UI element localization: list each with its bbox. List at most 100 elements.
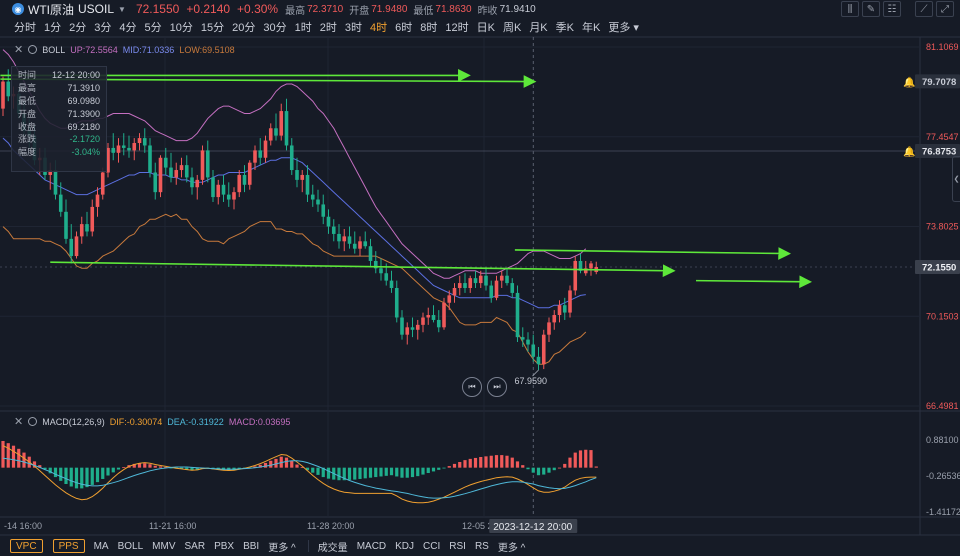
- candle-body: [253, 150, 257, 163]
- macd-bar: [573, 452, 577, 468]
- indicator-chip[interactable]: VPC: [10, 539, 43, 553]
- sub-indicator-item[interactable]: 成交量: [317, 542, 348, 554]
- symbol-name[interactable]: WTI原油: [28, 2, 74, 17]
- period-tab[interactable]: 20分: [232, 22, 256, 34]
- pen-icon[interactable]: ⟋: [915, 1, 933, 17]
- period-tab[interactable]: 3分: [94, 22, 112, 34]
- period-tab[interactable]: 12时: [445, 22, 469, 34]
- macd-bar: [515, 461, 520, 468]
- main-indicator-item[interactable]: 更多 ^: [268, 542, 296, 554]
- candle-body: [562, 305, 567, 313]
- period-tab[interactable]: 季K: [555, 22, 574, 34]
- macd-legend: ✕ MACD(12,26,9) DIF:-0.30074 DEA:-0.3192…: [14, 415, 290, 428]
- main-indicator-item[interactable]: MA: [93, 540, 109, 552]
- macd-bar: [274, 458, 278, 468]
- chart-canvas[interactable]: 67.9590 81.1069 77.4547 73.8025 70.1503 66.49…: [0, 0, 960, 536]
- period-tab[interactable]: 1时: [294, 22, 312, 34]
- sub-indicator-item[interactable]: RSI: [449, 540, 466, 552]
- tooltip-key: 涨跌: [18, 134, 37, 145]
- symbol-dropdown-icon[interactable]: ▼: [118, 4, 126, 14]
- candle-style-icon[interactable]: ⫼: [841, 1, 859, 17]
- main-indicator-item[interactable]: SAR: [184, 540, 206, 552]
- macd-settings-icon[interactable]: [28, 417, 38, 426]
- period-tab[interactable]: 6时: [395, 22, 413, 34]
- price-axis-tick: 73.8025: [926, 222, 959, 232]
- main-indicator-item[interactable]: BOLL: [117, 540, 144, 552]
- macd-bar: [132, 463, 136, 468]
- sub-indicator-item[interactable]: 更多 ^: [497, 542, 526, 554]
- candle-body: [578, 260, 583, 271]
- macd-bar: [101, 467, 105, 479]
- time-axis-tick: -14 16:00: [4, 521, 42, 531]
- tooltip-value: 69.2180: [67, 121, 100, 132]
- period-tab[interactable]: 15分: [200, 22, 225, 34]
- period-tab[interactable]: 月K: [529, 22, 548, 34]
- candle-body: [116, 145, 121, 153]
- time-axis-tick: 11-28 20:00: [307, 521, 354, 531]
- period-tab[interactable]: 4时: [370, 22, 388, 34]
- period-tab[interactable]: 2时: [319, 22, 337, 34]
- period-tab[interactable]: 5分: [144, 22, 162, 34]
- macd-bar: [542, 467, 546, 475]
- macd-axis-tick: -0.26536: [926, 471, 960, 481]
- symbol-code[interactable]: USOIL: [78, 2, 115, 16]
- settings-icon[interactable]: ☷: [883, 1, 901, 17]
- open-value: 71.9480: [371, 3, 408, 15]
- period-tab[interactable]: 3时: [344, 22, 362, 34]
- side-panel-toggle-icon[interactable]: ❮: [952, 156, 960, 202]
- main-indicator-item[interactable]: MMV: [152, 540, 176, 552]
- main-indicator-item[interactable]: BBI: [243, 540, 260, 552]
- period-tab[interactable]: 年K: [582, 22, 601, 34]
- period-tab[interactable]: 更多 ▾: [608, 22, 639, 34]
- price-tag-bg: [915, 74, 960, 89]
- boll-low-value: LOW:69.5108: [179, 44, 235, 55]
- crosshair-time-bg: [489, 519, 578, 533]
- draw-tool-icon[interactable]: ✎: [862, 1, 880, 17]
- macd-bar: [384, 467, 388, 476]
- period-tab[interactable]: 4分: [119, 22, 137, 34]
- jump-end-button[interactable]: ⏭: [487, 377, 507, 397]
- macd-bar: [122, 467, 126, 468]
- candle-body: [268, 128, 273, 141]
- macd-bar: [494, 455, 499, 468]
- candle-body: [247, 162, 252, 185]
- boll-settings-icon[interactable]: [28, 45, 38, 54]
- period-tab[interactable]: 周K: [502, 22, 522, 34]
- indicator-chip[interactable]: PPS: [52, 539, 85, 553]
- candle-body: [232, 192, 236, 200]
- close-boll-icon[interactable]: ✕: [14, 44, 24, 56]
- macd-bar: [90, 467, 94, 485]
- macd-bar: [148, 464, 152, 468]
- candle-body: [510, 283, 515, 293]
- macd-bar: [342, 467, 346, 481]
- sub-indicator-item[interactable]: KDJ: [395, 540, 415, 552]
- macd-bar: [426, 467, 430, 474]
- candle-body: [216, 184, 221, 198]
- main-indicator-item[interactable]: PBX: [214, 540, 235, 552]
- candle-body: [310, 194, 315, 200]
- tooltip-row: 收盘 69.2180: [18, 121, 100, 134]
- period-tab[interactable]: 1分: [44, 22, 62, 34]
- close-macd-icon[interactable]: ✕: [14, 416, 24, 428]
- period-tab[interactable]: 分时: [14, 22, 36, 34]
- period-tab[interactable]: 8时: [420, 22, 438, 34]
- price-alert-bell-icon: 🔔: [903, 146, 915, 158]
- period-tab[interactable]: 30分: [263, 22, 287, 34]
- macd-bar: [22, 452, 26, 468]
- period-tab[interactable]: 10分: [169, 22, 193, 34]
- sub-indicator-item[interactable]: RS: [474, 540, 489, 552]
- candle-body: [48, 170, 53, 175]
- price-change: +0.2140: [186, 2, 231, 16]
- sub-indicator-item[interactable]: MACD: [356, 540, 387, 552]
- jump-start-button[interactable]: ⏮: [462, 377, 482, 397]
- period-tab[interactable]: 2分: [69, 22, 87, 34]
- macd-bar: [353, 467, 357, 480]
- sub-indicator-item[interactable]: CCI: [423, 540, 441, 552]
- boll-lower-line: [2, 213, 587, 365]
- macd-bar: [64, 467, 68, 484]
- candle-body: [499, 275, 504, 281]
- fullscreen-icon[interactable]: ⤢: [936, 1, 954, 17]
- period-tab[interactable]: 日K: [476, 22, 495, 34]
- trend-line-right-lower: [695, 275, 813, 289]
- macd-bar: [116, 467, 121, 470]
